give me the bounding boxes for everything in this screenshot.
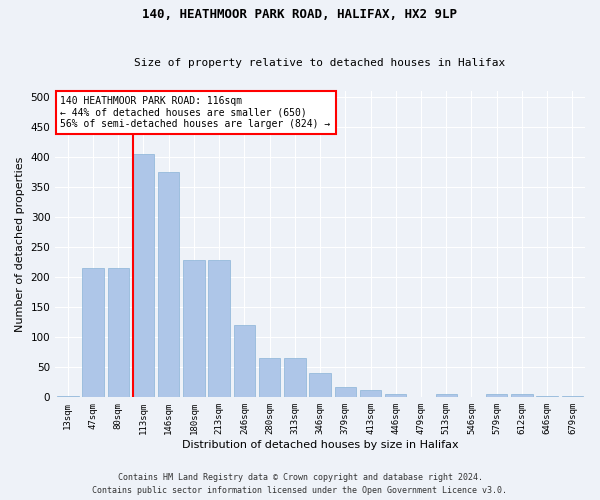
- Bar: [562, 396, 583, 398]
- Bar: [385, 394, 406, 398]
- Bar: [259, 358, 280, 398]
- Bar: [511, 394, 533, 398]
- Y-axis label: Number of detached properties: Number of detached properties: [15, 156, 25, 332]
- Bar: [133, 154, 154, 398]
- Bar: [310, 374, 331, 398]
- Text: 140, HEATHMOOR PARK ROAD, HALIFAX, HX2 9LP: 140, HEATHMOOR PARK ROAD, HALIFAX, HX2 9…: [143, 8, 458, 20]
- Title: Size of property relative to detached houses in Halifax: Size of property relative to detached ho…: [134, 58, 506, 68]
- Text: 140 HEATHMOOR PARK ROAD: 116sqm
← 44% of detached houses are smaller (650)
56% o: 140 HEATHMOOR PARK ROAD: 116sqm ← 44% of…: [61, 96, 331, 129]
- Bar: [536, 396, 558, 398]
- Bar: [107, 268, 129, 398]
- Bar: [436, 394, 457, 398]
- Bar: [208, 260, 230, 398]
- Text: Contains HM Land Registry data © Crown copyright and database right 2024.
Contai: Contains HM Land Registry data © Crown c…: [92, 474, 508, 495]
- Bar: [57, 396, 79, 398]
- Bar: [284, 358, 305, 398]
- Bar: [183, 260, 205, 398]
- Bar: [486, 394, 508, 398]
- Bar: [233, 326, 255, 398]
- Bar: [82, 268, 104, 398]
- Bar: [335, 387, 356, 398]
- X-axis label: Distribution of detached houses by size in Halifax: Distribution of detached houses by size …: [182, 440, 458, 450]
- Bar: [158, 172, 179, 398]
- Bar: [360, 390, 381, 398]
